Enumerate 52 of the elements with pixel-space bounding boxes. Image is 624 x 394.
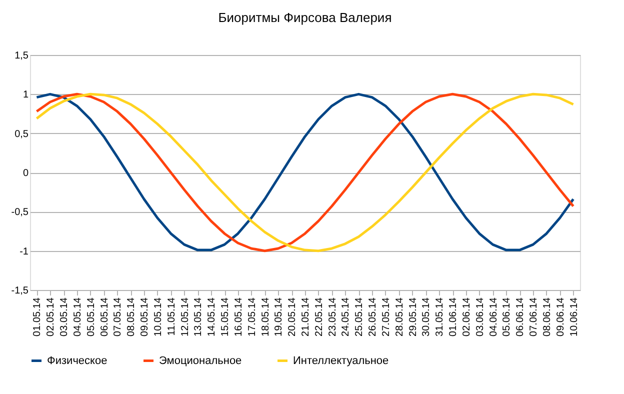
x-tick-label: 29.05.14 — [408, 297, 419, 336]
x-tick-label: 14.05.14 — [206, 297, 218, 336]
x-tick-label: 23.05.14 — [327, 297, 338, 336]
x-tick-label: 04.05.14 — [72, 297, 84, 336]
x-tick-label: 07.06.14 — [528, 297, 540, 336]
x-tick-label: 04.06.14 — [488, 297, 500, 336]
x-tick-label: 11.05.14 — [166, 297, 178, 336]
x-tick-label: 24.05.14 — [340, 297, 352, 336]
x-tick-label: 31.05.14 — [434, 297, 446, 336]
x-tick-label: 02.06.14 — [461, 297, 472, 336]
x-tick-label: 26.05.14 — [368, 297, 379, 336]
x-tick-label: 12.05.14 — [180, 297, 191, 336]
x-tick-label: 10.05.14 — [152, 297, 164, 336]
legend-label: Эмоциональное — [159, 354, 242, 367]
x-tick-label: 09.06.14 — [555, 297, 566, 336]
x-tick-label: 09.05.14 — [140, 297, 151, 336]
y-tick-label: -1 — [20, 246, 29, 258]
y-tick-label: -1,5 — [11, 286, 29, 296]
x-tick-label: 30.05.14 — [421, 297, 432, 336]
x-tick-label: 05.06.14 — [502, 297, 513, 336]
x-tick-label: 16.05.14 — [233, 297, 244, 336]
legend-label: Физическое — [47, 354, 108, 367]
x-tick-label: 17.05.14 — [246, 297, 258, 336]
x-tick-label: 07.05.14 — [112, 297, 124, 336]
x-tick-label: 06.05.14 — [99, 297, 110, 336]
x-tick-label: 06.06.14 — [515, 297, 526, 336]
chart-title: Биоритмы Фирсова Валерия — [218, 10, 392, 25]
x-tick-label: 01.06.14 — [448, 297, 460, 336]
x-tick-label: 10.06.14 — [568, 297, 580, 336]
x-tick-label: 13.05.14 — [193, 297, 204, 336]
x-tick-label: 18.05.14 — [260, 297, 272, 336]
x-tick-label: 21.05.14 — [300, 297, 312, 336]
x-tick-label: 03.06.14 — [474, 297, 486, 336]
x-tick-label: 20.05.14 — [287, 297, 298, 336]
y-tick-label: -0,5 — [11, 207, 29, 218]
x-tick-label: 27.05.14 — [380, 297, 392, 336]
x-tick-label: 15.05.14 — [220, 297, 232, 336]
y-tick-label: 1,5 — [14, 50, 29, 62]
legend-label: Интеллектуальное — [293, 354, 389, 367]
x-tick-label: 28.05.14 — [394, 297, 406, 336]
x-tick-label: 05.05.14 — [86, 297, 97, 336]
x-tick-label: 08.06.14 — [542, 297, 553, 336]
x-tick-label: 01.05.14 — [32, 297, 44, 336]
y-tick-label: 0,5 — [14, 128, 29, 140]
x-tick-label: 19.05.14 — [274, 297, 285, 336]
x-tick-label: 02.05.14 — [46, 297, 57, 336]
y-tick-label: 1 — [22, 90, 29, 101]
x-tick-label: 22.05.14 — [314, 297, 325, 336]
x-tick-label: 03.05.14 — [59, 297, 70, 336]
x-tick-label: 25.05.14 — [354, 297, 366, 336]
x-tick-label: 08.05.14 — [126, 297, 138, 336]
y-tick-label: 0 — [22, 168, 29, 179]
